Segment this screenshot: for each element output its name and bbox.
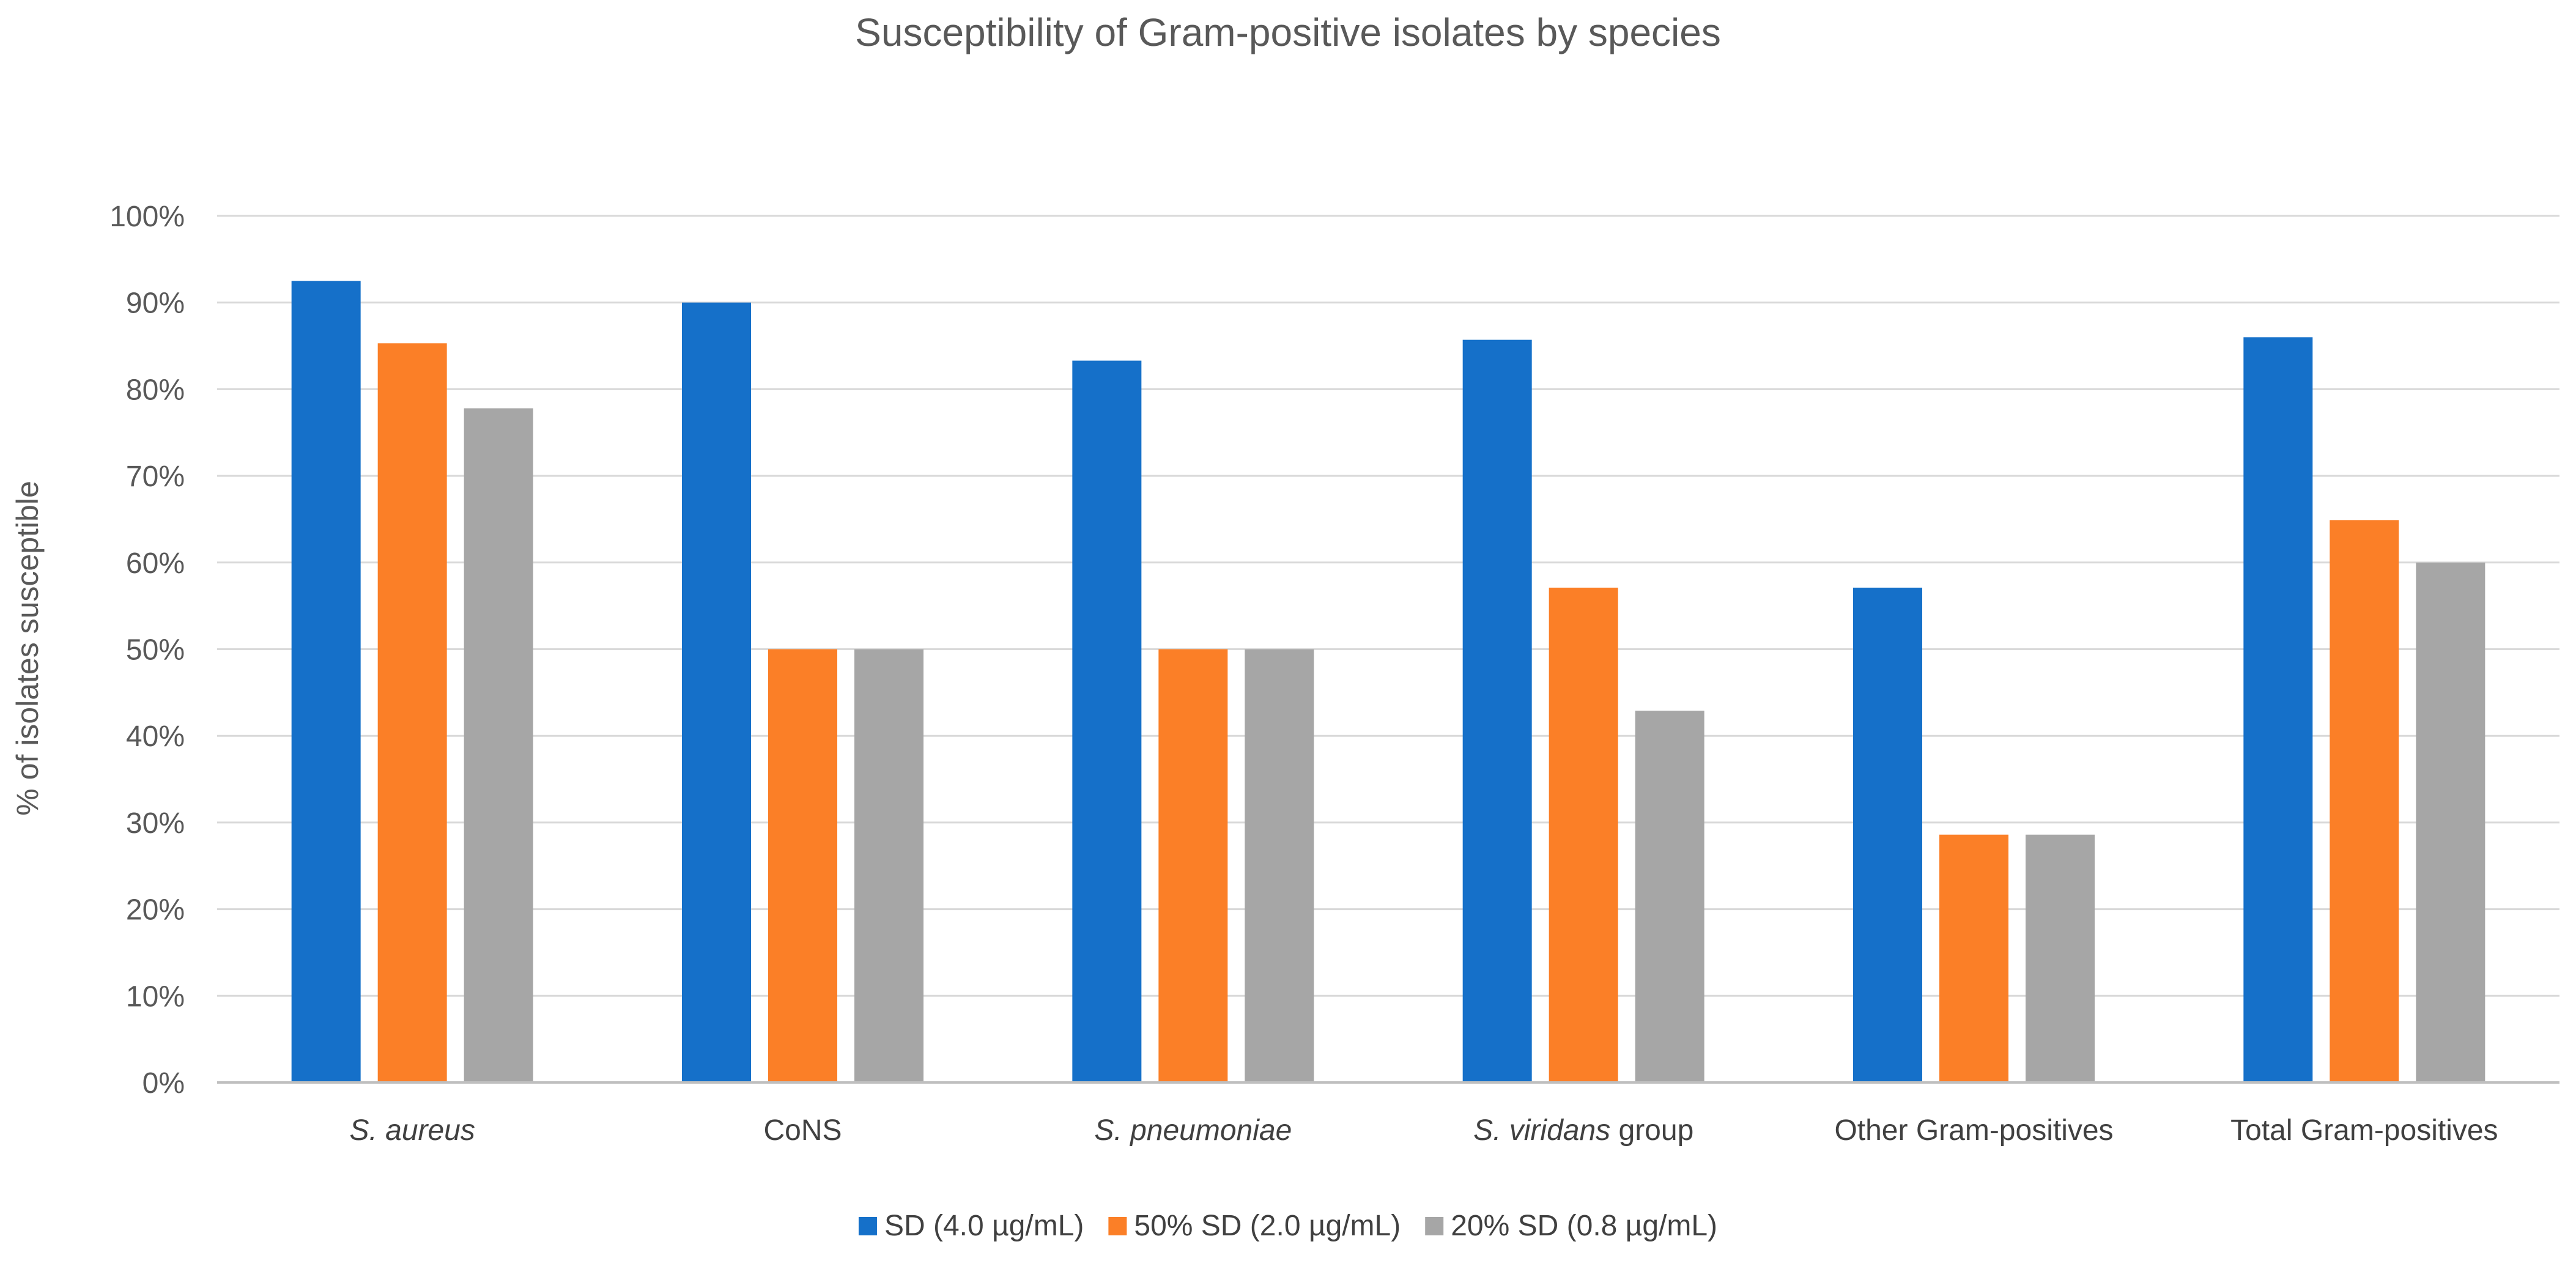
- legend-swatch: [858, 1217, 877, 1235]
- bar: [682, 302, 751, 1083]
- x-tick-label-part: Total Gram-positives: [2230, 1114, 2498, 1147]
- bar: [1853, 587, 1922, 1082]
- y-tick-label: 100%: [109, 201, 185, 233]
- x-tick-label: Other Gram-positives: [1834, 1114, 2113, 1147]
- y-tick-label: 70%: [126, 461, 185, 493]
- y-axis-title: % of isolates susceptible: [10, 481, 45, 816]
- bar: [1245, 649, 1314, 1082]
- bar: [1549, 587, 1618, 1082]
- bar: [2416, 562, 2485, 1082]
- y-tick-label: 90%: [126, 287, 185, 320]
- bar: [854, 649, 923, 1082]
- y-tick-label: 40%: [126, 720, 185, 753]
- chart-title: Susceptibility of Gram-positive isolates…: [855, 10, 1721, 54]
- bar: [1462, 339, 1532, 1082]
- y-tick-label: 30%: [126, 807, 185, 840]
- bar: [464, 408, 533, 1082]
- gridlines: [217, 215, 2559, 997]
- bar: [377, 343, 447, 1082]
- bar: [1158, 649, 1228, 1082]
- legend-item[interactable]: 20% SD (0.8 µg/mL): [1425, 1210, 1717, 1242]
- legend-item[interactable]: 50% SD (2.0 µg/mL): [1108, 1210, 1401, 1242]
- x-tick-label-part: S. pneumoniae: [1094, 1114, 1292, 1147]
- legend-label: SD (4.0 µg/mL): [884, 1210, 1084, 1242]
- category-labels: S. aureus CoNS S. pneumoniae S. viridans gr…: [349, 1114, 2498, 1147]
- x-tick-label-part: group: [1610, 1114, 1693, 1147]
- legend-label: 20% SD (0.8 µg/mL): [1451, 1210, 1717, 1242]
- legend-item[interactable]: SD (4.0 µg/mL): [858, 1210, 1084, 1242]
- legend-swatch: [1425, 1217, 1444, 1235]
- legend-label: 50% SD (2.0 µg/mL): [1134, 1210, 1401, 1242]
- x-tick-label: CoNS: [763, 1114, 842, 1147]
- y-tick-label: 60%: [126, 547, 185, 580]
- y-tick-label: 0%: [142, 1067, 185, 1100]
- y-tick-label: 10%: [126, 980, 185, 1013]
- bar: [291, 281, 361, 1082]
- x-tick-label: S. pneumoniae: [1094, 1114, 1292, 1147]
- x-tick-label-part: CoNS: [763, 1114, 842, 1147]
- y-tick-label: 20%: [126, 894, 185, 927]
- x-tick-label: Total Gram-positives: [2230, 1114, 2498, 1147]
- x-tick-label-part: S. viridans: [1473, 1114, 1610, 1147]
- bar: [1072, 360, 1142, 1083]
- bars: [291, 281, 2485, 1083]
- x-tick-label: S. aureus: [349, 1114, 475, 1147]
- legend[interactable]: SD (4.0 µg/mL) 50% SD (2.0 µg/mL) 20% SD (…: [858, 1210, 1717, 1242]
- y-tick-labels: 0% 10% 20% 30% 40% 50% 60% 70% 80% 90% 100%: [109, 201, 185, 1100]
- bar: [2026, 834, 2095, 1082]
- legend-swatch: [1108, 1217, 1127, 1235]
- bar: [768, 649, 837, 1082]
- y-tick-label: 80%: [126, 374, 185, 406]
- bar: [1635, 711, 1704, 1082]
- y-tick-label: 50%: [126, 634, 185, 667]
- bar: [1939, 834, 2008, 1082]
- bar: [2330, 520, 2399, 1082]
- x-tick-label: S. viridans group: [1473, 1114, 1693, 1147]
- bar: [2243, 337, 2313, 1082]
- x-tick-label-part: Other Gram-positives: [1834, 1114, 2113, 1147]
- x-tick-label-part: S. aureus: [349, 1114, 475, 1147]
